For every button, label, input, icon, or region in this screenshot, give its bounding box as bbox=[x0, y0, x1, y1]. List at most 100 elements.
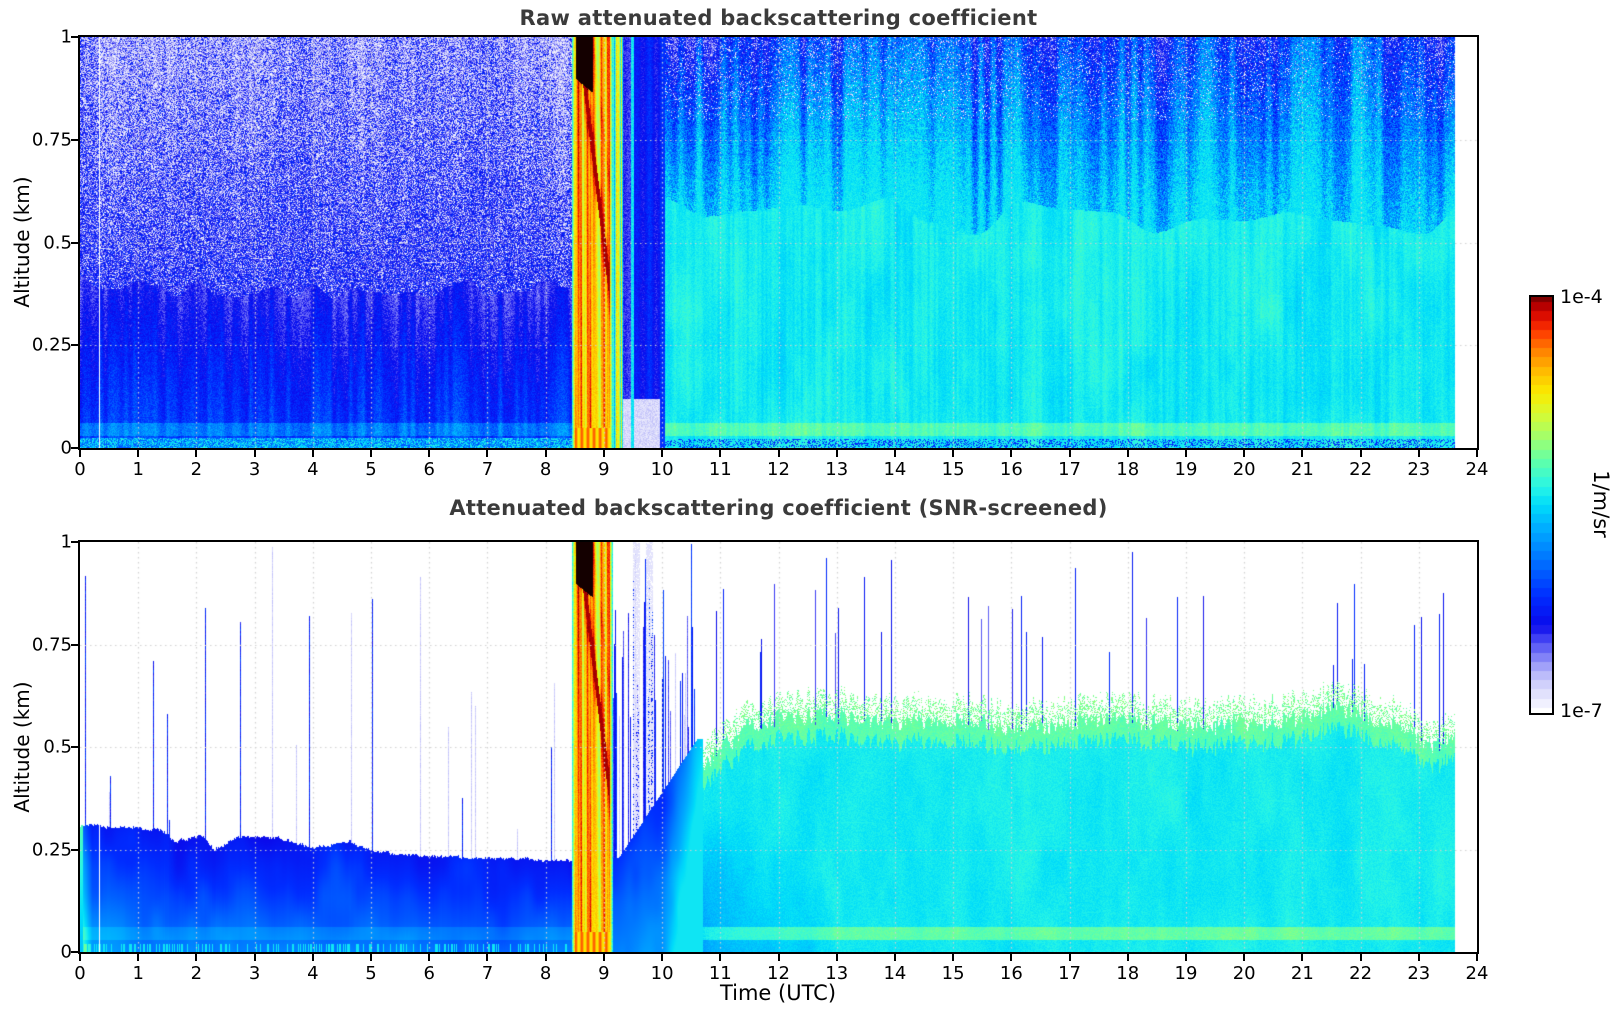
x-tick bbox=[777, 954, 780, 961]
x-tick bbox=[486, 954, 489, 961]
x-tick-label: 3 bbox=[248, 963, 261, 984]
x-tick bbox=[602, 954, 605, 961]
x-tick bbox=[79, 450, 81, 457]
x-tick bbox=[1010, 450, 1013, 457]
y-tick bbox=[71, 344, 78, 347]
x-tick-label: 5 bbox=[365, 963, 377, 984]
y-tick-label: 0 bbox=[60, 437, 72, 459]
x-tick-label: 22 bbox=[1349, 963, 1373, 984]
y-tick bbox=[71, 241, 78, 244]
x-tick bbox=[79, 954, 81, 961]
x-tick-label: 3 bbox=[248, 459, 261, 480]
x-tick-label: 23 bbox=[1407, 963, 1431, 984]
x-tick bbox=[952, 954, 955, 961]
x-tick bbox=[137, 954, 140, 961]
x-tick bbox=[311, 450, 314, 457]
y-tick bbox=[71, 848, 78, 851]
x-tick-label: 6 bbox=[423, 963, 435, 984]
x-tick bbox=[1359, 954, 1362, 961]
panel2-title: Attenuated backscattering coefficient (S… bbox=[449, 496, 1108, 520]
x-tick-label: 8 bbox=[539, 963, 552, 984]
x-tick-label: 2 bbox=[190, 459, 203, 480]
y-tick bbox=[71, 643, 78, 646]
x-tick-label: 22 bbox=[1349, 459, 1373, 480]
x-tick bbox=[370, 954, 373, 961]
colorbar-max-label: 1e-4 bbox=[1560, 286, 1603, 308]
x-tick-label: 1 bbox=[132, 963, 144, 984]
x-tick bbox=[253, 954, 256, 961]
x-tick bbox=[835, 954, 838, 961]
y-tick-label: 0.5 bbox=[43, 736, 72, 758]
x-tick-label: 24 bbox=[1465, 459, 1489, 480]
x-tick-label: 14 bbox=[883, 963, 907, 984]
x-tick-label: 18 bbox=[1116, 963, 1140, 984]
x-tick-label: 10 bbox=[650, 459, 674, 480]
panel2-plot-area bbox=[78, 540, 1479, 954]
x-tick bbox=[1068, 450, 1071, 457]
panel1-plot-area bbox=[78, 35, 1479, 450]
x-tick bbox=[1068, 954, 1071, 961]
y-tick bbox=[71, 541, 78, 543]
y-tick-label: 0 bbox=[60, 941, 72, 963]
x-tick bbox=[195, 450, 198, 457]
x-tick-label: 0 bbox=[74, 459, 86, 480]
x-tick-label: 1 bbox=[132, 459, 144, 480]
x-tick bbox=[1417, 954, 1420, 961]
x-tick bbox=[893, 450, 896, 457]
x-tick-label: 14 bbox=[883, 459, 907, 480]
x-tick-label: 4 bbox=[307, 459, 319, 480]
panel2-heatmap-canvas bbox=[80, 542, 1477, 952]
x-tick bbox=[1243, 954, 1246, 961]
x-tick-label: 15 bbox=[941, 459, 965, 480]
x-tick bbox=[1476, 450, 1478, 457]
x-tick bbox=[1301, 450, 1304, 457]
colorbar-unit-label: 1/m/sr bbox=[1589, 470, 1613, 538]
x-tick bbox=[602, 450, 605, 457]
x-tick bbox=[1010, 954, 1013, 961]
y-tick-label: 0.25 bbox=[31, 334, 72, 356]
x-tick bbox=[544, 954, 547, 961]
x-tick-label: 11 bbox=[708, 963, 732, 984]
y-tick-label: 0.25 bbox=[31, 839, 72, 860]
x-tick bbox=[952, 450, 955, 457]
x-tick bbox=[1184, 450, 1187, 457]
x-tick bbox=[486, 450, 489, 457]
x-tick bbox=[1301, 954, 1304, 961]
x-tick-label: 15 bbox=[941, 963, 965, 984]
x-tick-label: 9 bbox=[598, 963, 610, 984]
x-tick bbox=[661, 954, 664, 961]
x-tick bbox=[835, 450, 838, 457]
x-tick bbox=[428, 954, 431, 961]
colorbar-canvas bbox=[1531, 297, 1552, 713]
y-tick-label: 0.75 bbox=[31, 129, 72, 151]
y-tick-label: 0.5 bbox=[43, 232, 72, 253]
x-tick bbox=[1126, 450, 1129, 457]
x-tick bbox=[137, 450, 140, 457]
x-tick-label: 7 bbox=[481, 963, 494, 984]
x-tick-label: 21 bbox=[1290, 963, 1314, 984]
x-tick-label: 2 bbox=[190, 963, 203, 984]
colorbar-min-label: 1e-7 bbox=[1560, 700, 1603, 722]
x-tick-label: 18 bbox=[1116, 459, 1140, 480]
y-tick bbox=[71, 746, 78, 748]
y-tick-label: 1 bbox=[60, 531, 72, 553]
x-tick bbox=[195, 954, 198, 961]
x-tick-label: 0 bbox=[74, 963, 86, 984]
x-tick-label: 17 bbox=[1058, 459, 1081, 480]
x-tick bbox=[253, 450, 256, 457]
x-tick-label: 11 bbox=[708, 459, 732, 480]
x-tick bbox=[370, 450, 373, 457]
x-tick-label: 13 bbox=[825, 963, 849, 984]
x-tick-label: 17 bbox=[1058, 963, 1081, 984]
x-tick-label: 23 bbox=[1407, 459, 1431, 480]
x-tick-label: 19 bbox=[1174, 963, 1198, 984]
x-tick bbox=[1126, 954, 1129, 961]
x-tick bbox=[777, 450, 780, 457]
x-tick bbox=[428, 450, 431, 457]
x-tick bbox=[311, 954, 314, 961]
x-tick-label: 16 bbox=[999, 459, 1023, 480]
x-tick bbox=[1359, 450, 1362, 457]
x-tick-label: 10 bbox=[650, 963, 674, 984]
x-tick bbox=[893, 954, 896, 961]
